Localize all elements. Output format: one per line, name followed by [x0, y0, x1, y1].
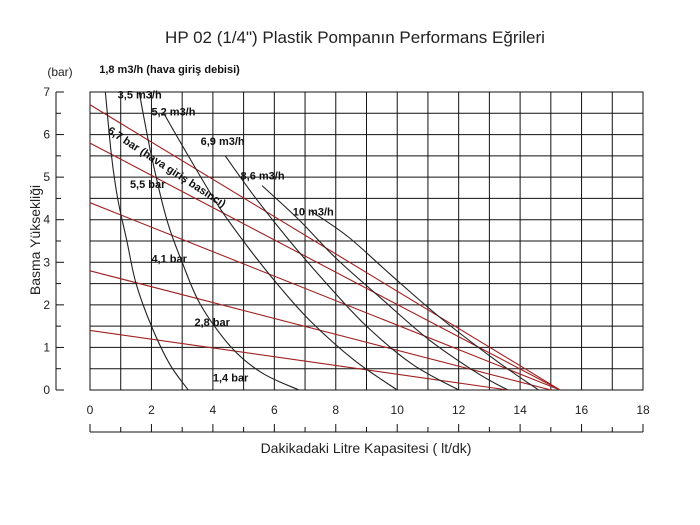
- curve-label-5: 5,5 bar: [130, 179, 166, 191]
- chart-title: HP 02 (1/4") Plastik Pompanın Performans…: [165, 28, 545, 47]
- flow-curve-1: [138, 91, 300, 391]
- x-tick-label: 10: [391, 403, 405, 417]
- pressure-line-4: [89, 329, 508, 391]
- flow-curve-3: [224, 155, 459, 391]
- y-tick-label: 1: [43, 340, 50, 354]
- flow-curve-2: [163, 113, 398, 391]
- y-axis-unit: (bar): [47, 65, 72, 79]
- x-tick-label: 16: [575, 403, 589, 417]
- x-tick-label: 4: [210, 403, 217, 417]
- flow-curve-0: [104, 91, 189, 391]
- y-tick-label: 7: [43, 85, 50, 99]
- y-tick-label: 2: [43, 298, 50, 312]
- curve-label-7: 10 m3/h: [293, 206, 334, 218]
- plot-frame: [89, 91, 644, 391]
- x-axis-title: Dakikadaki Litre Kapasitesi ( lt/dk): [261, 440, 472, 456]
- x-tick-label: 12: [452, 403, 466, 417]
- flow-curve-5: [310, 210, 539, 391]
- curve-label-2: 5,2 m3/h: [151, 106, 195, 118]
- curve-label-4: 6,9 m3/h: [201, 136, 245, 148]
- y-tick-label: 4: [43, 213, 50, 227]
- air-flow-curves: [104, 91, 539, 391]
- y-tick-label: 5: [43, 170, 50, 184]
- curve-label-1: 3,5 m3/h: [118, 89, 162, 101]
- x-tick-label: 18: [636, 403, 650, 417]
- pressure-line-2: [89, 202, 561, 391]
- curve-label-8: 4,1 bar: [151, 253, 187, 265]
- y-tick-label: 0: [43, 383, 50, 397]
- curve-label-0: 1,8 m3/h (hava giriş debisi): [99, 64, 240, 76]
- x-tick-label: 8: [332, 403, 339, 417]
- pressure-line-1: [89, 142, 561, 391]
- curve-label-6: 8,6 m3/h: [241, 170, 285, 182]
- curve-label-10: 1,4 bar: [213, 372, 249, 384]
- x-tick-label: 2: [148, 403, 155, 417]
- y-axis-title: Basma Yüksekliği: [27, 185, 43, 295]
- y-tick-label: 3: [43, 255, 50, 269]
- flow-curve-4: [261, 185, 509, 391]
- x-tick-label: 6: [271, 403, 278, 417]
- x-tick-label: 14: [513, 403, 527, 417]
- x-tick-label: 0: [87, 403, 94, 417]
- y-tick-label: 6: [43, 128, 50, 142]
- curve-label-9: 2,8 bar: [194, 317, 230, 329]
- grid-layer: [89, 91, 644, 391]
